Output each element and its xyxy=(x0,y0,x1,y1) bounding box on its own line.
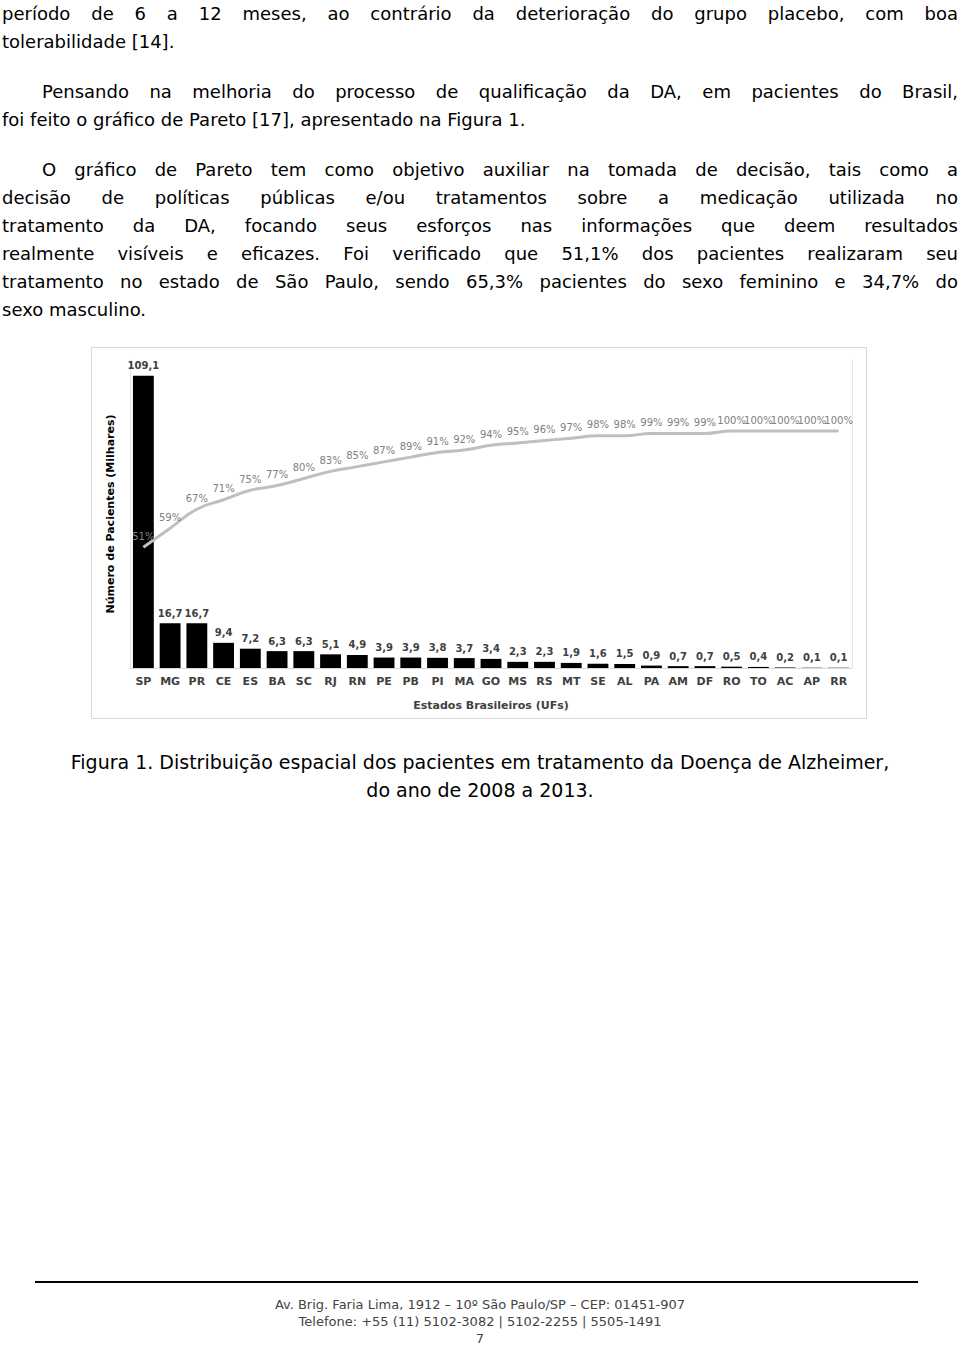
svg-text:PE: PE xyxy=(376,675,392,688)
html-text:O gráfico de Pareto tem como o: O gráfico de Pareto tem como objetivo au… xyxy=(42,159,958,180)
html-text:realmente visíveis e eficazes.: realmente visíveis e eficazes. Foi verif… xyxy=(2,243,958,264)
svg-text:BA: BA xyxy=(269,675,286,688)
svg-text:AP: AP xyxy=(804,675,821,688)
svg-text:89%: 89% xyxy=(400,441,422,452)
svg-text:RJ: RJ xyxy=(324,675,337,688)
svg-text:2,3: 2,3 xyxy=(509,646,527,657)
svg-text:MT: MT xyxy=(562,675,581,688)
svg-text:MS: MS xyxy=(508,675,527,688)
html-text:Figura 1. Distribuição espacia: Figura 1. Distribuição espacial dos paci… xyxy=(70,751,890,773)
svg-text:100%: 100% xyxy=(744,415,773,426)
svg-text:16,7: 16,7 xyxy=(158,608,183,619)
html-text:Av. Brig. Faria Lima, 1912 – 1: Av. Brig. Faria Lima, 1912 – 10º São Pau… xyxy=(274,1297,686,1312)
html-text:sexo masculino.: sexo masculino. xyxy=(2,299,146,320)
svg-text:RR: RR xyxy=(830,675,847,688)
svg-text:99%: 99% xyxy=(667,417,689,428)
svg-text:95%: 95% xyxy=(507,426,529,437)
svg-text:98%: 98% xyxy=(587,419,609,430)
html-text:foi feito o gráfico de Pareto: foi feito o gráfico de Pareto [17], apre… xyxy=(2,109,526,130)
svg-text:AL: AL xyxy=(617,675,633,688)
svg-text:CE: CE xyxy=(216,675,232,688)
svg-text:0,2: 0,2 xyxy=(776,652,794,663)
svg-text:3,4: 3,4 xyxy=(482,643,500,654)
svg-text:9,4: 9,4 xyxy=(215,627,233,638)
svg-text:1,5: 1,5 xyxy=(616,648,634,659)
html-text:7: 7 xyxy=(475,1331,485,1346)
svg-text:0,1: 0,1 xyxy=(830,652,848,663)
html-text:período de 6 a 12 meses, ao co: período de 6 a 12 meses, ao contrário da… xyxy=(2,3,958,24)
svg-text:85%: 85% xyxy=(346,450,368,461)
svg-text:Número de Pacientes (Milhares): Número de Pacientes (Milhares) xyxy=(104,414,117,613)
svg-text:Estados Brasileiros (UFs): Estados Brasileiros (UFs) xyxy=(413,699,569,712)
svg-text:100%: 100% xyxy=(717,415,746,426)
svg-text:91%: 91% xyxy=(426,436,448,447)
html-text:Pensando na melhoria do proces: Pensando na melhoria do processo de qual… xyxy=(42,81,958,102)
svg-text:PI: PI xyxy=(431,675,443,688)
svg-text:1,6: 1,6 xyxy=(589,648,607,659)
html-text:tolerabilidade [14].: tolerabilidade [14]. xyxy=(2,31,175,52)
svg-text:80%: 80% xyxy=(293,462,315,473)
svg-text:3,7: 3,7 xyxy=(455,643,473,654)
svg-text:51%: 51% xyxy=(132,531,154,542)
svg-text:97%: 97% xyxy=(560,422,582,433)
svg-text:100%: 100% xyxy=(798,415,827,426)
svg-text:100%: 100% xyxy=(771,415,800,426)
svg-text:77%: 77% xyxy=(266,469,288,480)
svg-text:92%: 92% xyxy=(453,434,475,445)
svg-text:AC: AC xyxy=(777,675,794,688)
svg-text:100%: 100% xyxy=(824,415,853,426)
html-text:tratamento no estado de São Pa: tratamento no estado de São Paulo, sendo… xyxy=(2,271,958,292)
svg-text:DF: DF xyxy=(697,675,714,688)
svg-text:0,7: 0,7 xyxy=(669,651,687,662)
svg-text:PR: PR xyxy=(189,675,206,688)
svg-text:109,1: 109,1 xyxy=(128,360,160,371)
svg-text:0,9: 0,9 xyxy=(643,650,661,661)
svg-text:ES: ES xyxy=(243,675,259,688)
svg-text:2,3: 2,3 xyxy=(536,646,554,657)
html-text:tratamento da DA, focando seus: tratamento da DA, focando seus esforços … xyxy=(2,215,958,236)
html-text:decisão de políticas públicas: decisão de políticas públicas e/ou trata… xyxy=(2,187,958,208)
svg-text:0,5: 0,5 xyxy=(723,651,741,662)
svg-text:3,9: 3,9 xyxy=(375,642,393,653)
svg-text:RO: RO xyxy=(723,675,741,688)
svg-text:96%: 96% xyxy=(533,424,555,435)
svg-text:71%: 71% xyxy=(212,483,234,494)
svg-text:3,8: 3,8 xyxy=(429,642,447,653)
svg-text:4,9: 4,9 xyxy=(348,639,366,650)
html-text:do ano de 2008 a 2013.: do ano de 2008 a 2013. xyxy=(366,779,594,801)
svg-text:87%: 87% xyxy=(373,445,395,456)
svg-text:0,7: 0,7 xyxy=(696,651,714,662)
svg-text:GO: GO xyxy=(482,675,500,688)
svg-text:RS: RS xyxy=(536,675,552,688)
svg-text:PB: PB xyxy=(403,675,419,688)
svg-text:7,2: 7,2 xyxy=(241,633,259,644)
svg-text:RN: RN xyxy=(348,675,366,688)
svg-text:PA: PA xyxy=(644,675,660,688)
svg-text:99%: 99% xyxy=(640,417,662,428)
svg-text:3,9: 3,9 xyxy=(402,642,420,653)
svg-text:6,3: 6,3 xyxy=(268,636,286,647)
svg-text:0,4: 0,4 xyxy=(750,651,768,662)
svg-text:83%: 83% xyxy=(319,455,341,466)
svg-text:59%: 59% xyxy=(159,512,181,523)
svg-text:SP: SP xyxy=(135,675,151,688)
svg-text:TO: TO xyxy=(750,675,767,688)
svg-text:AM: AM xyxy=(668,675,687,688)
svg-text:98%: 98% xyxy=(614,419,636,430)
svg-text:94%: 94% xyxy=(480,429,502,440)
svg-text:5,1: 5,1 xyxy=(322,639,340,650)
svg-text:16,7: 16,7 xyxy=(185,608,210,619)
svg-text:SE: SE xyxy=(590,675,605,688)
svg-text:1,9: 1,9 xyxy=(562,647,580,658)
svg-text:99%: 99% xyxy=(694,417,716,428)
svg-text:6,3: 6,3 xyxy=(295,636,313,647)
html-text:Telefone: +55 (11) 5102-3082 |: Telefone: +55 (11) 5102-3082 | 5102-2255… xyxy=(298,1314,662,1329)
svg-text:67%: 67% xyxy=(186,493,208,504)
svg-text:75%: 75% xyxy=(239,474,261,485)
svg-text:SC: SC xyxy=(296,675,312,688)
svg-text:MG: MG xyxy=(160,675,180,688)
svg-text:MA: MA xyxy=(455,675,475,688)
svg-text:0,1: 0,1 xyxy=(803,652,821,663)
